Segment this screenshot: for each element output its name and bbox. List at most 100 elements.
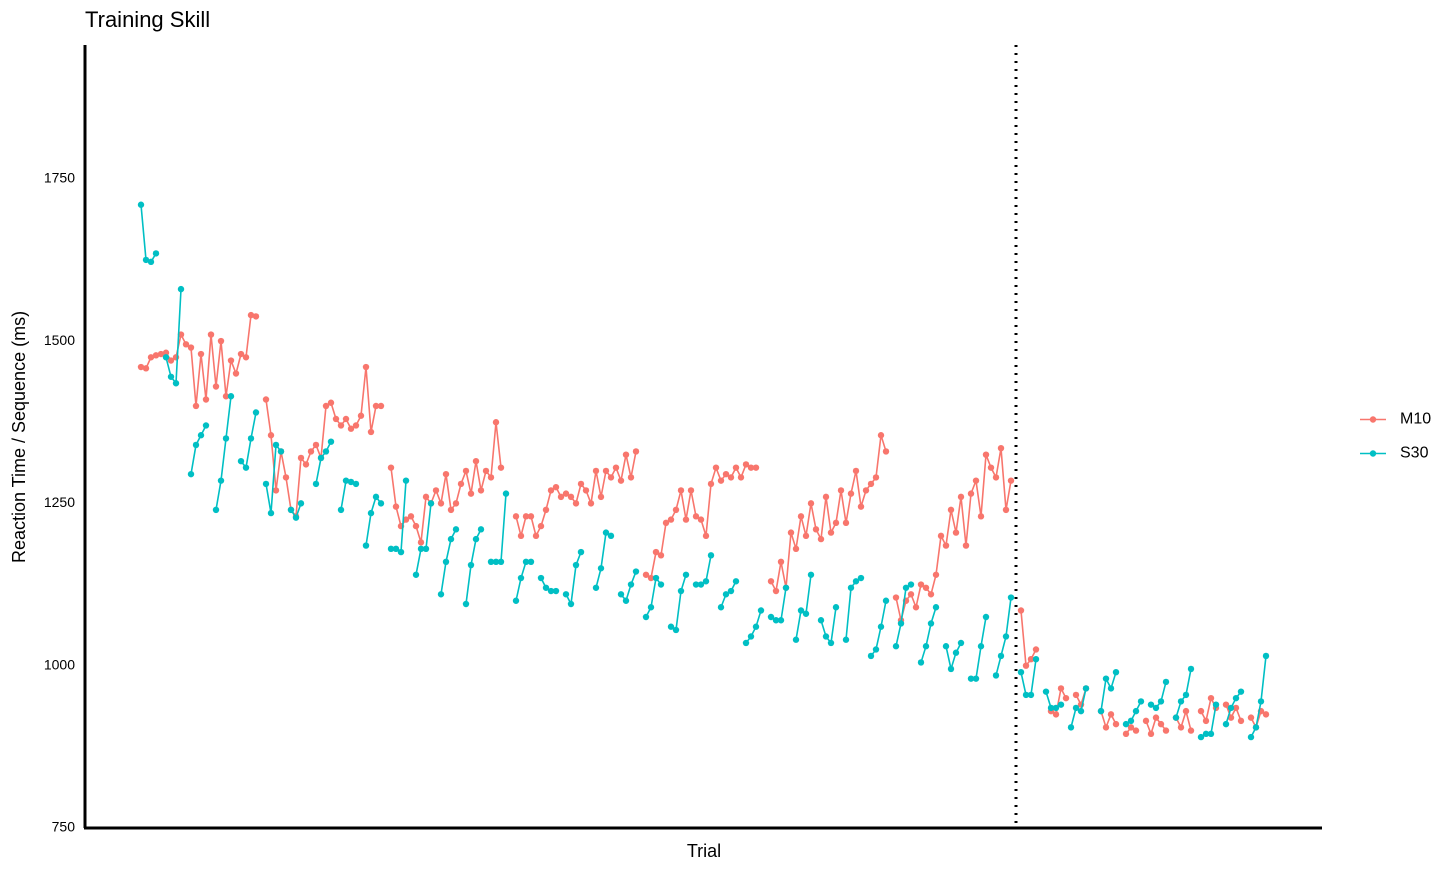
data-point	[907, 591, 915, 598]
data-point	[777, 558, 785, 566]
data-point	[1032, 655, 1040, 663]
data-point	[892, 643, 900, 650]
data-point	[462, 467, 470, 475]
data-point	[597, 493, 605, 501]
data-point	[527, 513, 535, 520]
data-point	[227, 357, 235, 364]
data-point	[927, 591, 935, 598]
data-point	[817, 535, 825, 543]
data-point	[992, 672, 1000, 679]
data-point	[532, 532, 540, 540]
data-point	[1247, 733, 1255, 741]
data-point	[482, 467, 490, 475]
data-point	[1227, 714, 1235, 721]
data-point	[412, 571, 420, 578]
data-point	[262, 396, 270, 403]
data-point	[417, 539, 425, 546]
data-point	[322, 448, 330, 455]
data-point	[1252, 724, 1260, 731]
data-point	[1177, 724, 1185, 731]
data-point	[347, 425, 355, 432]
y-tick-label: 1750	[44, 169, 75, 185]
data-point	[802, 532, 810, 540]
data-point	[1202, 717, 1210, 725]
data-point	[592, 467, 600, 475]
y-tick-label: 1250	[44, 494, 75, 510]
data-point	[192, 402, 200, 410]
data-point	[1042, 688, 1050, 695]
data-point	[1082, 685, 1090, 692]
data-point	[972, 477, 980, 484]
data-point	[1227, 704, 1235, 712]
data-point	[447, 535, 455, 543]
data-point	[212, 506, 220, 514]
data-point	[242, 464, 250, 471]
data-point	[707, 552, 715, 559]
data-point	[737, 474, 745, 481]
y-axis-label: Reaction Time / Sequence (ms)	[9, 311, 29, 563]
data-point	[1022, 691, 1030, 699]
data-point	[492, 419, 500, 426]
data-point	[1112, 668, 1120, 676]
data-point	[447, 506, 455, 514]
data-point	[212, 383, 220, 390]
data-point	[712, 464, 720, 471]
data-point	[272, 441, 280, 449]
data-point	[372, 402, 380, 410]
y-tick-label: 1000	[44, 656, 75, 672]
data-point	[422, 493, 430, 501]
data-point	[1002, 633, 1010, 640]
data-point	[162, 354, 170, 361]
data-point	[1207, 694, 1215, 702]
data-point	[922, 643, 930, 650]
data-point	[252, 313, 260, 320]
data-point	[742, 639, 750, 647]
data-point	[857, 503, 865, 510]
data-point	[517, 532, 525, 540]
data-point	[497, 464, 505, 471]
data-point	[622, 451, 630, 458]
data-point	[387, 545, 395, 553]
y-tick-label: 1500	[44, 332, 75, 348]
data-point	[872, 474, 880, 481]
data-point	[462, 600, 470, 608]
data-point	[452, 500, 460, 507]
data-point	[1017, 668, 1025, 676]
data-point	[722, 470, 730, 478]
data-point	[942, 542, 950, 549]
data-point	[1052, 711, 1060, 718]
data-point	[327, 438, 335, 445]
data-point	[202, 396, 210, 403]
data-point	[557, 493, 565, 501]
data-point	[422, 545, 430, 553]
data-point	[1052, 704, 1060, 712]
data-point	[542, 506, 550, 514]
data-point	[682, 516, 690, 523]
data-point	[1062, 694, 1070, 702]
data-point	[1157, 698, 1165, 705]
data-point	[392, 545, 400, 553]
data-point	[1122, 720, 1130, 728]
data-point	[957, 493, 965, 501]
data-point	[167, 373, 175, 380]
data-point	[397, 548, 405, 556]
data-point	[497, 558, 505, 566]
data-point	[747, 633, 755, 640]
data-point	[672, 506, 680, 514]
data-point	[827, 639, 835, 647]
data-point	[707, 480, 715, 488]
data-point	[342, 477, 350, 484]
data-point	[722, 591, 730, 598]
legend-label: M10	[1400, 411, 1431, 428]
data-point	[1132, 707, 1140, 715]
data-point	[312, 441, 320, 449]
data-point	[1222, 701, 1230, 708]
data-point	[1182, 691, 1190, 699]
data-point	[337, 422, 345, 429]
data-point	[552, 587, 560, 595]
data-point	[332, 415, 340, 423]
data-point	[982, 451, 990, 458]
data-point	[297, 454, 305, 462]
data-point	[582, 487, 590, 494]
data-point	[227, 393, 235, 400]
